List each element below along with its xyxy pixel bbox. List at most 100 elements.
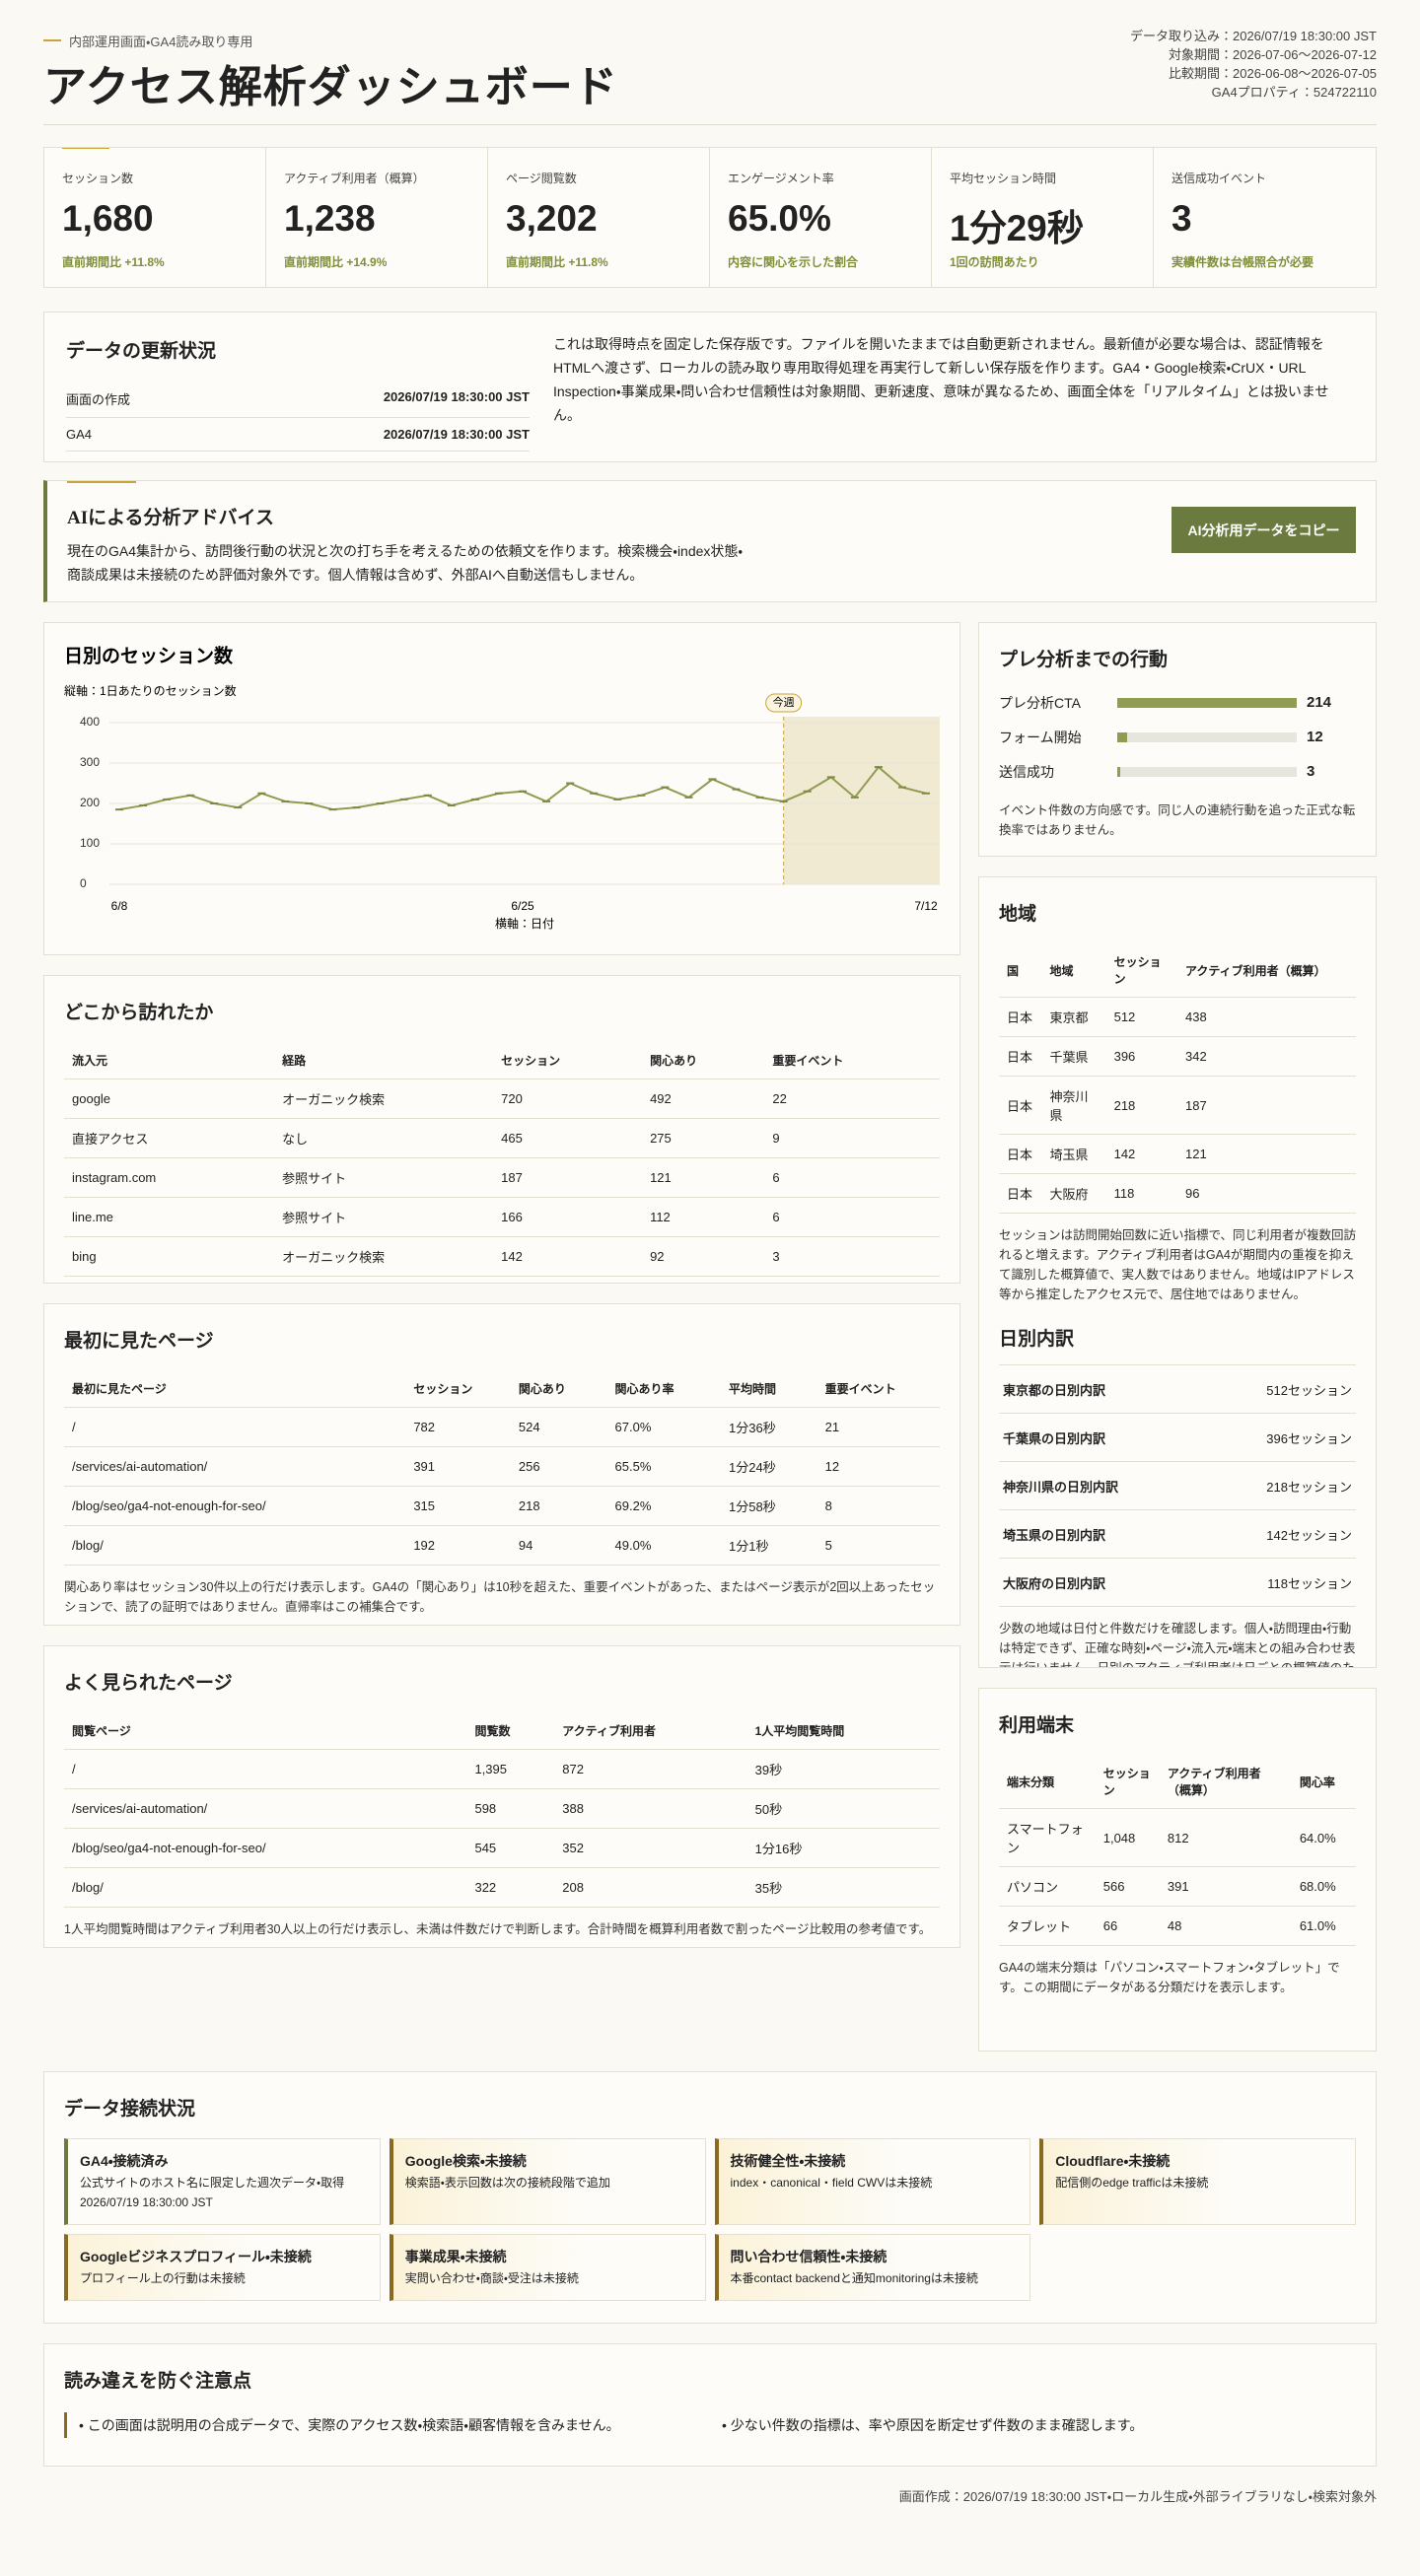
bar-track [1117,731,1297,742]
table-cell: 48 [1159,1906,1292,1946]
table-cell: 65.5% [606,1446,721,1487]
tbody: /782 524 67.0% 1分36秒 21/services/ai-automati… [64,1407,940,1566]
connection-name: Google検索・未接続 [404,2153,527,2169]
table-cell: bing [64,1236,275,1277]
kpi-note: 実績件数は台帳照合が必要 [1172,255,1314,269]
kpi-value: 3 [1172,198,1192,239]
caution-list: • この画面は説明用の合成データで、実際のアクセス数・検索語・顧客情報を含みませ… [64,2412,1356,2438]
bullet: • [79,2417,88,2433]
kpi: アクティブ利用者（概算） 1,238 直前期間比 +14.9% [266,148,488,287]
kpi-value: 1,680 [62,198,154,239]
column-header: 流入元 [64,1042,275,1079]
table-cell: 872 [554,1749,747,1789]
kpi-label: 送信成功イベント [1172,172,1267,185]
table-cell: 1分16秒 [746,1828,940,1868]
table-cell: 6 [764,1197,940,1237]
table-cell: 388 [554,1788,747,1829]
table-cell: 391 [1159,1866,1292,1907]
ai-text: 現在のGA4集計から、訪問後行動の状況と次の打ち手を考えるための依頼文を作ります… [67,543,744,583]
action-label: フォーム開始 [999,729,1082,745]
table-cell: 782 [405,1407,511,1447]
connection-name: Cloudflare・未接続 [1055,2153,1171,2169]
table-row: line.me 参照サイト 166 112 6 [64,1197,940,1237]
card-title: AIによる分析アドバイス [67,508,274,528]
breakdown-value: 512セッション [1266,1382,1352,1398]
point [186,794,195,797]
header-row: 最初に見たページ セッション 関心あり 関心あり率 平均時間 重要イベント [64,1370,940,1408]
header-row: 流入元 経路 セッション 関心あり 重要イベント [64,1042,940,1079]
table-cell: 64.0% [1291,1808,1356,1867]
column-header: セッション [1105,943,1177,998]
connection-text: プロフィール上の行動は未接続 [80,2271,246,2285]
connection-name: 問い合わせ信頼性・未接続 [730,2249,888,2264]
table-cell: 大阪府 [1041,1173,1106,1214]
kpi-label: ページ閲覧数 [506,172,577,185]
table-cell: 日本 [999,1134,1042,1174]
table-cell: /blog/ [64,1525,406,1566]
table-cell: 218 [1105,1076,1177,1135]
action-value: 214 [1307,694,1332,711]
table: 端末分類 セッション アクティブ利用者（概算） 関心率 スマートフォン 1,048 812 6… [999,1755,1356,1946]
kpi-note: 直前期間比 +11.8% [62,255,165,269]
point [281,800,290,802]
point [163,798,172,801]
table-cell: 参照サイト [274,1197,494,1237]
table-row: 日本 大阪府 118 96 [999,1173,1356,1214]
connection-grid: GA4・接続済み 公式サイトのホスト名に限定した週次データ・取得 2026/07/… [64,2138,1356,2301]
table-row: /blog/seo/ga4-not-enough-for-seo/545 352 1… [64,1828,940,1868]
table-cell: 94 [510,1525,607,1566]
breakdown-value: 396セッション [1266,1430,1352,1446]
connection: 技術健全性・未接続 index・canonical・field CWVは未接続 [714,2138,1031,2225]
devices-card: 利用端末 端末分類 セッション アクティブ利用者（概算） 関心率 スマートフォン 1,048… [978,1688,1377,2052]
breakdown-name: 埼玉県の日別内訳 [1003,1527,1106,1543]
thead: 国地域 セッション アクティブ利用者（概算） [999,943,1356,998]
kpi-note: 直前期間比 +14.9% [284,255,388,269]
table-cell: 322 [466,1867,555,1908]
kpi: 平均セッション時間 1分29秒 1回の訪問あたり [932,148,1154,287]
column-header: セッション [405,1370,511,1408]
table-cell: 8 [816,1486,940,1526]
update-rows: 画面の作成 2026/07/19 18:30:00 JST GA4 2026/07/1… [66,381,530,452]
table-row: 日本 神奈川県 218 187 [999,1076,1356,1135]
left-column: 日別のセッション数 縦軸：1日あたりのセッション数 0 100 200 300 400 今週 6… [43,622,960,1968]
breakdown-item: 神奈川県の日別内訳 218セッション [999,1462,1356,1510]
point [519,790,527,793]
table-cell: 142 [493,1236,643,1277]
connection-text: 配信側のedge trafficは未接続 [1055,2176,1209,2190]
table-cell: /services/ai-automation/ [64,1788,467,1829]
tbody: /1,395 872 39秒/services/ai-automation/598 3… [64,1749,940,1908]
copy-button[interactable]: AI分析用データをコピー [1172,507,1356,553]
point [637,794,646,797]
point [661,786,670,789]
bar [1117,731,1128,742]
table-cell: 524 [510,1407,607,1447]
column-header: アクティブ利用者 [554,1712,747,1750]
header-row: 閲覧ページ 閲覧数 アクティブ利用者 1人平均閲覧時間 [64,1712,940,1750]
table-cell: 1分24秒 [720,1446,817,1487]
table: 閲覧ページ 閲覧数 アクティブ利用者 1人平均閲覧時間/1,395 872 39秒/ser… [64,1712,940,1908]
table-cell: 69.2% [606,1486,721,1526]
card-title: よく見られたページ [64,1673,233,1694]
note: 関心あり率はセッション30件以上の行だけ表示します。GA4の「関心あり」は10秒… [64,1580,936,1614]
connection-name: GA4・接続済み [80,2153,169,2169]
table-cell: 9 [764,1118,940,1158]
row-value: 2026/07/19 18:30:00 JST [383,389,530,404]
table-row: タブレット 66 48 61.0% [999,1906,1356,1946]
thead: 閲覧ページ 閲覧数 アクティブ利用者 1人平均閲覧時間 [64,1712,940,1750]
table-row: /1,395 872 39秒 [64,1749,940,1789]
breakdown-item: 埼玉県の日別内訳 142セッション [999,1510,1356,1559]
table-cell: 545 [466,1828,555,1868]
point [684,796,693,799]
table-cell: タブレット [999,1906,1096,1946]
point [874,766,883,769]
ai-card: AIによる分析アドバイス 現在のGA4集計から、訪問後行動の状況と次の打ち手を考… [43,480,1377,602]
table-cell: 492 [642,1079,765,1119]
y-tick-label: 0 [80,876,87,890]
x-axis-label: 横軸：日付 [495,917,554,931]
action-row: フォーム開始 12 [999,720,1356,754]
thead: 端末分類 セッション アクティブ利用者（概算） 関心率 [999,1755,1356,1809]
column-header: 平均時間 [720,1370,817,1408]
meta: データ取り込み：2026/07/19 18:30:00 JST 対象期間：2026… [1130,27,1377,102]
table-cell: 5 [816,1525,940,1566]
